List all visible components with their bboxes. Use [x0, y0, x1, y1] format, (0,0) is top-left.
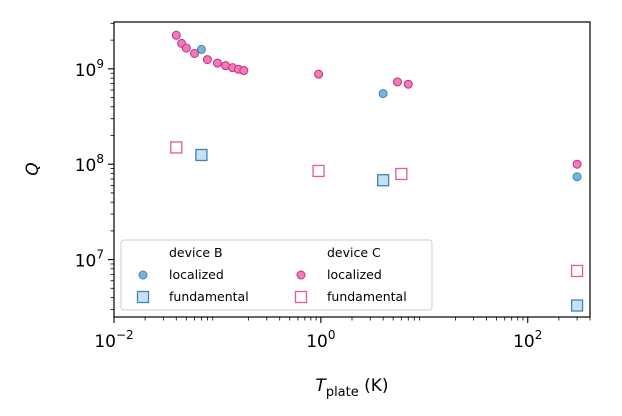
y-axis-title: Q [23, 162, 43, 175]
data-point-s2-p3 [189, 48, 199, 58]
x-axis-subscript: plate [326, 385, 359, 400]
y-tick-exp-0: 7 [96, 248, 104, 262]
data-point-s0-p1 [378, 89, 388, 99]
legend-label-1: fundamental [169, 289, 249, 304]
y-tick-base-1: 10 [75, 156, 97, 176]
y-tick-exp-1: 8 [96, 152, 104, 166]
data-point-s1-p1 [376, 174, 390, 187]
x-tick-base-0: 10 [94, 332, 116, 352]
y-tick-exp-2: 9 [96, 57, 104, 71]
x-tick-base-1: 10 [306, 332, 328, 352]
data-point-s2-p4 [202, 55, 212, 65]
x-axis-title: Tplate (K) [315, 376, 388, 400]
y-tick-label-0: 107 [75, 248, 104, 272]
y-tick-base-0: 10 [75, 252, 97, 272]
data-point-s2-p10 [314, 69, 324, 79]
x-tick-base-2: 10 [513, 332, 535, 352]
data-point-s2-p11 [392, 77, 402, 87]
data-point-s2-p0 [171, 30, 181, 40]
data-point-s2-p2 [181, 43, 191, 53]
x-tick-exp-0: −2 [116, 328, 134, 342]
x-axis-unit: (K) [364, 376, 388, 396]
data-point-s2-p5 [212, 58, 222, 68]
x-tick-label-0: 10−2 [94, 328, 133, 352]
legend-marker-0 [138, 270, 148, 280]
data-point-s0-p2 [572, 172, 582, 182]
y-tick-label-2: 109 [75, 57, 104, 81]
legend-marker-2 [296, 270, 306, 280]
legend-box [120, 239, 433, 311]
legend-marker-1 [136, 290, 150, 304]
data-point-s1-p2 [570, 299, 584, 312]
data-point-s3-p1 [312, 164, 325, 178]
legend-label-0: localized [169, 267, 224, 282]
legend-label-3: fundamental [327, 289, 407, 304]
x-tick-exp-1: 0 [328, 328, 336, 342]
legend-label-2: localized [327, 267, 382, 282]
legend-marker-3 [294, 290, 308, 304]
y-tick-base-2: 10 [75, 61, 97, 81]
data-point-s2-p12 [403, 79, 413, 89]
data-point-s2-p13 [572, 159, 582, 169]
x-tick-label-2: 102 [513, 328, 542, 352]
y-tick-label-1: 108 [75, 152, 104, 176]
data-point-s1-p0 [195, 148, 208, 162]
legend-group-title-0: device B [169, 245, 223, 260]
legend: device B device C localized fundamental loca… [120, 239, 433, 311]
legend-group-title-1: device C [327, 245, 381, 260]
data-point-s3-p0 [170, 141, 183, 154]
data-markers [170, 30, 584, 312]
data-point-s3-p2 [395, 167, 408, 181]
data-point-s3-p3 [570, 264, 584, 278]
x-axis-symbol: T [315, 376, 327, 396]
x-tick-label-1: 100 [306, 328, 335, 352]
data-point-s2-p9 [239, 66, 249, 76]
data-point-s0-p0 [196, 44, 206, 54]
x-tick-exp-2: 2 [535, 328, 543, 342]
